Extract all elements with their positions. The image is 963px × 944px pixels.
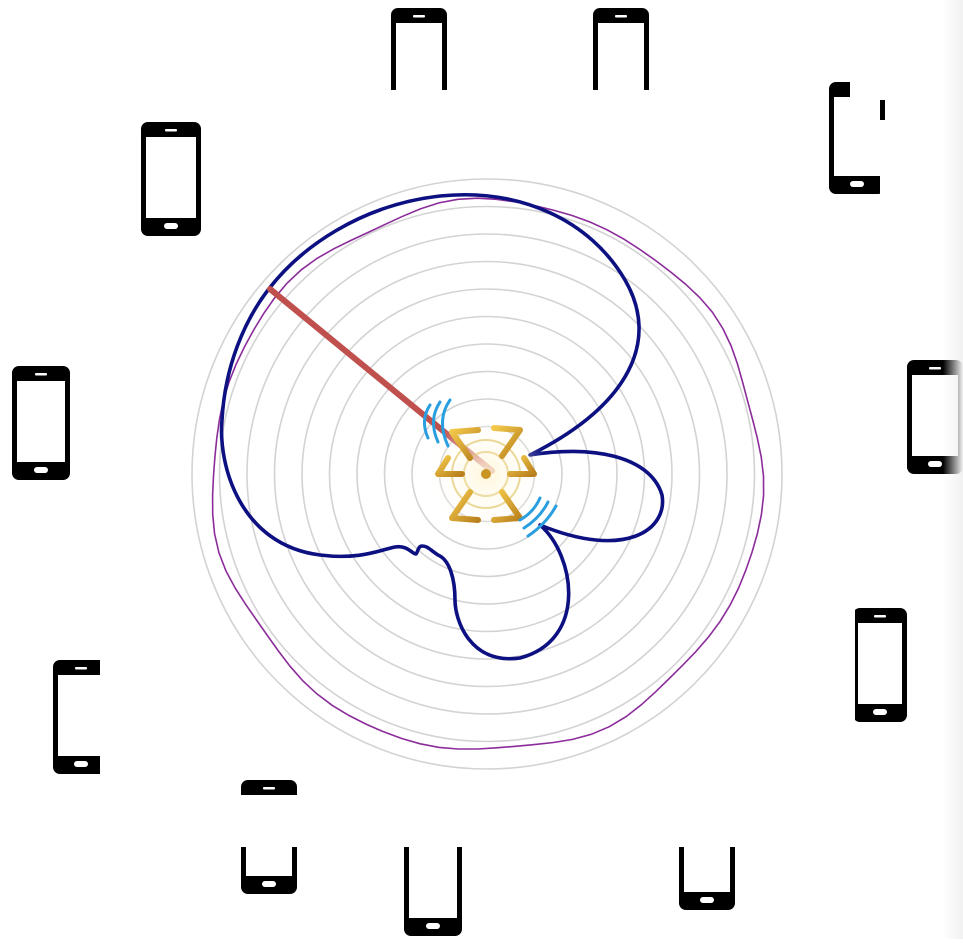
smartphone-icon	[829, 82, 885, 194]
signal-wave-icon	[423, 398, 452, 448]
page-edge-shade	[943, 0, 963, 939]
grid-ring	[411, 398, 563, 550]
polar-grid	[191, 178, 783, 770]
signal-wave-icon	[518, 496, 558, 538]
grid-ring	[383, 370, 591, 578]
grid-ring	[218, 205, 756, 743]
smartphone-icon	[53, 660, 109, 774]
smartphone-icon	[141, 122, 201, 236]
antenna-array-icon	[424, 412, 548, 536]
outer-coverage-ring	[211, 197, 765, 750]
grid-ring	[246, 233, 728, 715]
smartphone-icon	[404, 822, 462, 936]
grid-ring	[328, 315, 646, 633]
grid-ring	[301, 288, 673, 660]
radiation-pattern-curve	[219, 193, 665, 661]
smartphone-icon	[853, 608, 907, 722]
phone-group	[12, 8, 963, 936]
grid-ring	[191, 178, 783, 770]
grid-ring	[273, 260, 701, 688]
grid-ring	[356, 343, 618, 605]
smartphone-icon	[12, 366, 70, 480]
